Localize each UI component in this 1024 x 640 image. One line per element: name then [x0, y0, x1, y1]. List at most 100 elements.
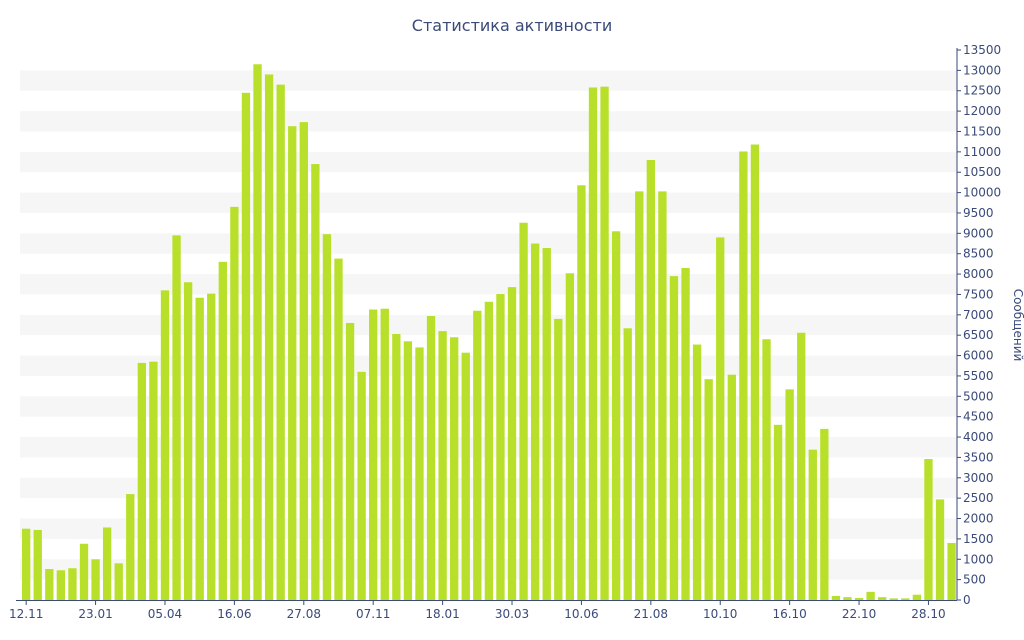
- bar: [102, 527, 112, 600]
- bar: [79, 543, 89, 600]
- x-tick-label: 16.06: [217, 607, 251, 621]
- y-tick-label: 11500: [963, 124, 1001, 138]
- bar: [137, 362, 147, 600]
- bar: [658, 191, 667, 601]
- bar: [473, 310, 482, 600]
- x-tick-label: 22.10: [842, 607, 876, 621]
- bar: [554, 318, 563, 600]
- bar: [947, 542, 956, 600]
- x-tick-label: 30.03: [495, 607, 529, 621]
- y-tick-label: 10500: [963, 165, 1001, 179]
- y-tick-label: 11000: [963, 145, 1001, 159]
- x-tick-label: 23.01: [78, 607, 112, 621]
- bar: [600, 86, 609, 600]
- bar: [276, 84, 285, 600]
- bar: [785, 389, 794, 600]
- bar: [669, 276, 679, 600]
- bar: [797, 332, 806, 600]
- bar: [392, 333, 401, 600]
- x-tick-label: 05.04: [148, 607, 182, 621]
- bar: [253, 64, 262, 600]
- y-tick-label: 1500: [963, 532, 994, 546]
- y-tick-label: 8500: [963, 247, 994, 261]
- bar: [519, 222, 528, 601]
- x-tick-label: 10.10: [703, 607, 737, 621]
- y-tick-label: 9500: [963, 206, 994, 220]
- y-tick-label: 500: [963, 573, 986, 587]
- grid-band: [20, 233, 957, 254]
- bar: [56, 570, 66, 600]
- bar: [345, 322, 355, 600]
- bar: [91, 559, 100, 600]
- bar: [820, 428, 829, 600]
- bar: [901, 598, 910, 600]
- y-tick-label: 6500: [963, 328, 994, 342]
- bar: [160, 290, 170, 600]
- bar: [530, 243, 540, 600]
- x-tick-label: 28.10: [911, 607, 945, 621]
- bar: [357, 371, 366, 600]
- bar: [369, 309, 378, 600]
- bar: [507, 287, 517, 600]
- bar: [195, 297, 204, 600]
- bar: [762, 339, 771, 600]
- y-tick-label: 3500: [963, 450, 994, 464]
- bar: [126, 494, 135, 600]
- bar: [681, 267, 690, 600]
- y-tick-label: 10000: [963, 186, 1001, 200]
- bar: [403, 341, 413, 600]
- bar: [704, 379, 713, 600]
- bar: [207, 293, 216, 600]
- bar: [773, 424, 783, 600]
- grid-band: [20, 70, 957, 91]
- bar: [843, 597, 852, 600]
- y-tick-label: 0: [963, 593, 971, 607]
- bar: [588, 87, 598, 600]
- y-tick-label: 7000: [963, 308, 994, 322]
- y-axis-title: Сообщений: [1011, 289, 1024, 362]
- y-tick-label: 12500: [963, 84, 1001, 98]
- bar: [739, 151, 748, 600]
- bar: [889, 598, 898, 600]
- x-tick-labels: 12.11 23.01 05.04 16.06 27.08 07.11 18.01 30.03…: [9, 607, 946, 621]
- y-tick-labels: 0 500 1000 1500 2000 2500 3000 3500 4000 4500 5000…: [963, 43, 1001, 607]
- bar: [172, 235, 181, 601]
- y-tick-label: 3000: [963, 471, 994, 485]
- y-tick-label: 13500: [963, 43, 1001, 57]
- x-tick-label: 27.08: [287, 607, 321, 621]
- y-tick-label: 7500: [963, 287, 994, 301]
- x-tick-label: 21.08: [634, 607, 668, 621]
- bar: [935, 499, 945, 600]
- bar: [183, 282, 193, 600]
- bar: [45, 569, 54, 600]
- y-tick-label: 9000: [963, 226, 994, 240]
- bar: [415, 347, 424, 600]
- bar: [496, 294, 505, 600]
- bar: [866, 591, 875, 600]
- bar: [426, 316, 436, 600]
- bar: [716, 237, 725, 600]
- bar: [854, 597, 864, 600]
- bar: [611, 231, 621, 600]
- bar: [565, 273, 575, 600]
- bar-series: [22, 64, 956, 601]
- bar: [461, 352, 470, 600]
- chart-title: Статистика активности: [412, 16, 612, 35]
- bar: [299, 122, 308, 600]
- x-tick-label: 12.11: [9, 607, 43, 621]
- bar: [646, 160, 655, 600]
- y-tick-label: 1000: [963, 552, 994, 566]
- y-tick-label: 13000: [963, 63, 1001, 77]
- bar: [727, 374, 736, 600]
- grid-band: [20, 192, 957, 213]
- y-tick-label: 5500: [963, 369, 994, 383]
- grid-band: [20, 151, 957, 173]
- x-tick-label: 07.11: [356, 607, 390, 621]
- y-tick-label: 4000: [963, 430, 994, 444]
- bar: [808, 449, 817, 600]
- y-tick-label: 2000: [963, 512, 994, 526]
- y-tick-label: 6000: [963, 349, 994, 363]
- bar: [438, 331, 447, 600]
- y-tick-marks: [957, 49, 961, 601]
